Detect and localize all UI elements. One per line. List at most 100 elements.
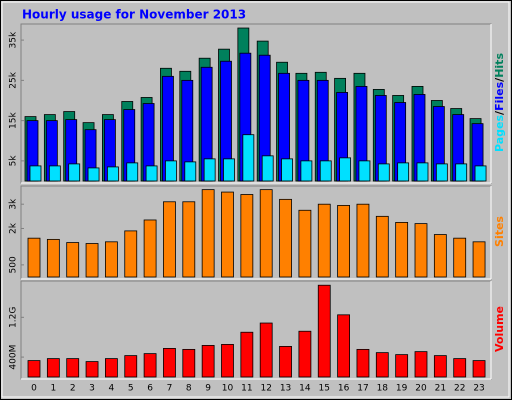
legend: Volume xyxy=(493,306,506,352)
bar xyxy=(85,361,99,378)
x-tick-label: 4 xyxy=(109,384,115,394)
legend-entry: Files xyxy=(493,81,506,111)
bar xyxy=(455,163,468,182)
bar xyxy=(281,158,293,182)
bar xyxy=(145,165,158,182)
x-tick-label: 13 xyxy=(280,384,291,394)
y-tick-label: 400M xyxy=(9,345,19,370)
x-tick-label: 22 xyxy=(454,384,465,394)
bar xyxy=(317,203,331,278)
bar xyxy=(29,165,42,182)
bar xyxy=(375,215,389,278)
bar xyxy=(126,162,139,182)
legend: Sites xyxy=(493,216,506,247)
bar xyxy=(201,345,215,378)
y-tick-label: 2k xyxy=(9,222,19,234)
bar xyxy=(48,165,61,182)
y-tick-label: 1.2G xyxy=(9,307,19,328)
y-tick-label: 35k xyxy=(9,31,19,48)
bar xyxy=(317,284,331,378)
bar xyxy=(85,243,99,278)
bar xyxy=(259,189,273,278)
y-tick-label: 500 xyxy=(9,256,19,273)
legend: Pages/Files/Hits xyxy=(493,53,506,152)
bar xyxy=(182,201,196,278)
x-tick-label: 2 xyxy=(70,384,76,394)
bar xyxy=(435,163,448,182)
bar xyxy=(203,158,216,182)
bar xyxy=(453,237,467,278)
bar xyxy=(27,360,41,378)
bar xyxy=(337,314,351,378)
legend-separator: / xyxy=(493,77,506,82)
x-tick-label: 8 xyxy=(186,384,192,394)
bar xyxy=(472,241,486,278)
bar xyxy=(261,155,274,182)
bar xyxy=(87,167,100,182)
y-tick-label: 3k xyxy=(9,198,19,210)
bar xyxy=(339,157,352,182)
bar xyxy=(397,162,410,182)
bar xyxy=(356,348,370,378)
legend-separator: / xyxy=(493,110,506,115)
bar xyxy=(143,219,157,278)
bar xyxy=(358,160,371,182)
y-tick-label: 5k xyxy=(9,155,19,167)
legend-entry: Sites xyxy=(493,216,506,247)
bar xyxy=(240,331,254,378)
bar xyxy=(46,238,60,278)
bar xyxy=(165,160,177,182)
x-tick-label: 9 xyxy=(205,384,211,394)
bar xyxy=(240,194,254,278)
bar xyxy=(143,353,157,378)
y-tick-label: 25k xyxy=(9,71,19,88)
bar xyxy=(223,158,235,182)
y-tick-label: 15k xyxy=(9,111,19,128)
x-tick-label: 21 xyxy=(435,384,446,394)
bar xyxy=(221,344,234,378)
x-tick-label: 5 xyxy=(128,384,134,394)
bar xyxy=(27,237,41,278)
bar xyxy=(201,189,215,278)
x-tick-label: 14 xyxy=(299,384,311,394)
bar xyxy=(184,161,197,182)
panel xyxy=(20,280,492,380)
x-tick-label: 18 xyxy=(377,384,389,394)
bar xyxy=(279,346,292,378)
bar xyxy=(259,322,273,378)
bar xyxy=(298,330,312,378)
x-tick-label: 19 xyxy=(396,384,408,394)
x-tick-label: 11 xyxy=(241,384,252,394)
x-tick-label: 6 xyxy=(147,384,153,394)
legend-entry: Volume xyxy=(493,306,506,352)
x-tick-label: 7 xyxy=(167,384,173,394)
bar xyxy=(337,205,351,278)
bar xyxy=(279,198,292,278)
bar xyxy=(474,165,487,182)
bar xyxy=(375,352,389,378)
legend-entry: Hits xyxy=(493,53,506,78)
x-tick-label: 0 xyxy=(31,384,37,394)
legend-entry: Pages xyxy=(493,114,506,152)
bar xyxy=(105,241,118,278)
x-tick-label: 20 xyxy=(415,384,427,394)
bar xyxy=(433,355,447,378)
bar xyxy=(46,358,60,378)
bar xyxy=(319,160,332,182)
bar xyxy=(472,360,486,378)
bar xyxy=(414,351,428,378)
bar xyxy=(182,348,196,378)
bar xyxy=(433,234,447,278)
bar xyxy=(298,209,312,278)
x-tick-label: 3 xyxy=(89,384,95,394)
bar xyxy=(377,163,390,182)
x-tick-label: 23 xyxy=(473,384,484,394)
x-tick-label: 1 xyxy=(50,384,56,394)
bar xyxy=(242,134,255,182)
bar xyxy=(300,160,313,182)
bar xyxy=(66,242,80,278)
bar xyxy=(414,223,428,278)
bar xyxy=(68,163,81,182)
